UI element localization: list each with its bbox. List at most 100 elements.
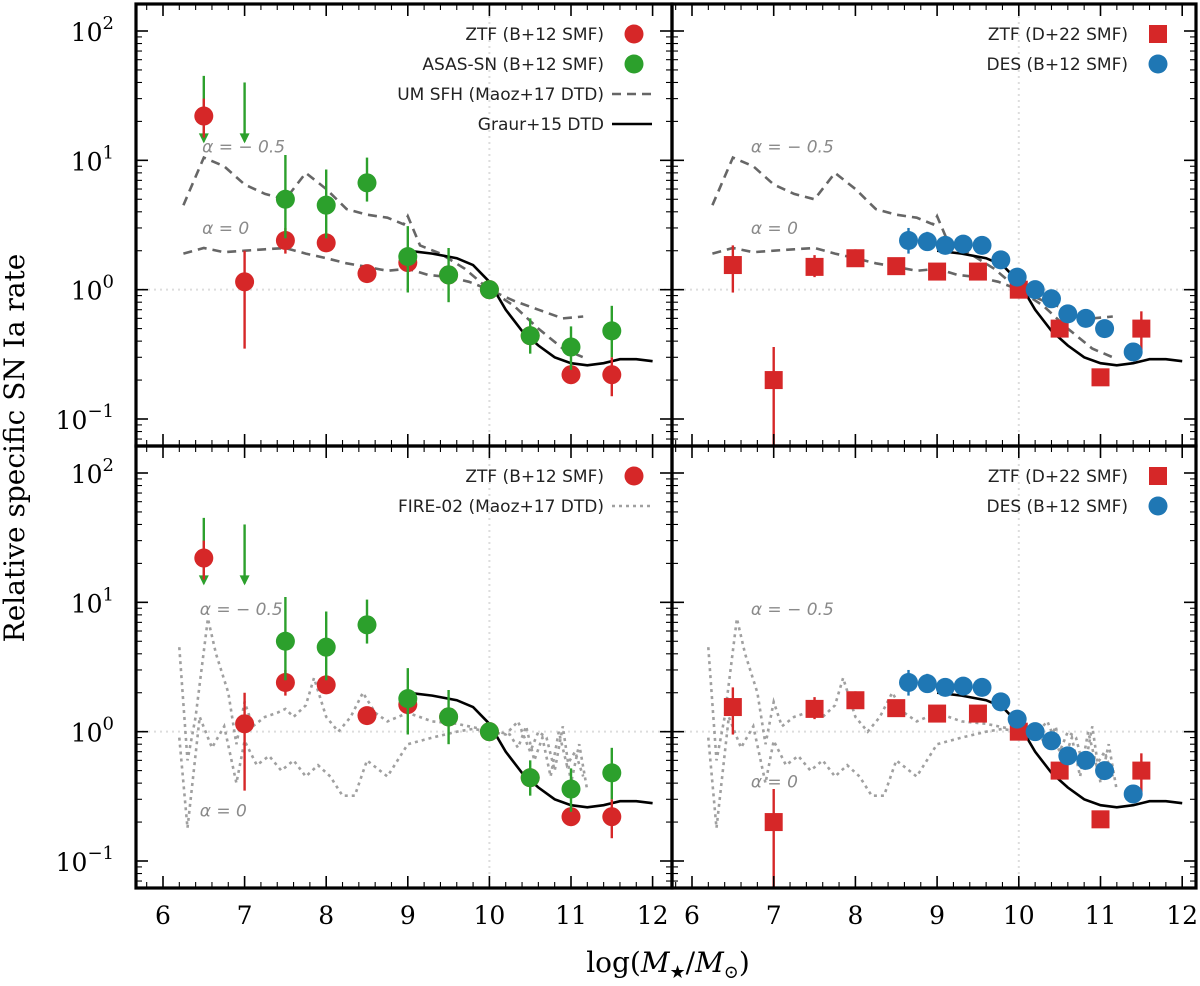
ztf-b12-point (357, 706, 377, 726)
ztf-b12-point (357, 264, 377, 284)
x-tick-label: 6 (155, 901, 171, 930)
legend-label: Graur+15 DTD (478, 115, 604, 135)
ztf-b12-point (235, 714, 255, 734)
asassn-b12-point (316, 195, 336, 215)
ztf-d22-point (887, 699, 906, 718)
ztf-b12-point (561, 365, 581, 385)
x-tick-label: 7 (237, 901, 253, 930)
asassn-upper-limit-arrow (198, 133, 209, 144)
des-b12-point (1007, 709, 1027, 729)
um-sfh-curve-alpha-m05 (711, 155, 1113, 320)
asassn-b12-point (479, 722, 499, 742)
x-tick-label: 11 (1085, 901, 1117, 930)
y-axis-label: Relative specific SN Ia rate (0, 254, 31, 643)
ztf-d22-point (1050, 319, 1069, 338)
asassn-upper-limit-arrow (239, 133, 250, 144)
panel-top-left: α = − 0.5 α = 0 ZTF (B+12 SMF) ASAS-SN (B+1… (134, 2, 674, 448)
fire02-curve-alpha-m05 (707, 618, 1115, 777)
alpha-annotation: α = − 0.5 (751, 137, 834, 157)
x-tick-label: 11 (555, 901, 587, 930)
y-tick-label: 102 (71, 455, 114, 489)
ztf-b12-point (194, 548, 214, 568)
um-sfh-curve-alpha-0 (712, 246, 1114, 359)
ztf-b12-point (194, 106, 214, 126)
des-b12-point (1095, 319, 1115, 339)
asassn-upper-limit-arrow (198, 575, 209, 586)
des-b12-point (899, 230, 919, 250)
x-tick-label: 8 (318, 901, 334, 930)
ztf-b12-point (316, 675, 336, 695)
legend-label: DES (B+12 SMF) (987, 497, 1128, 517)
panel-bottom-left: α = − 0.5 α = 0 ZTF (B+12 SMF) FIRE-02 (Mao… (134, 444, 674, 890)
asassn-b12-point (316, 637, 336, 657)
x-tick-label: 8 (847, 901, 863, 930)
asassn-b12-point (398, 689, 418, 709)
asassn-b12-point (520, 326, 540, 346)
des-b12-point (1058, 304, 1078, 324)
ztf-d22-point (928, 262, 947, 281)
ztf-d22-point (764, 371, 783, 390)
legend-marker (624, 54, 644, 74)
asassn-b12-point (357, 615, 377, 635)
y-tick-label: 100 (71, 272, 114, 306)
asassn-b12-point (439, 265, 459, 285)
panel-bottom-right: α = − 0.5 α = 0 ZTF (D+22 SMF) DES (B+12 SM… (670, 444, 1198, 890)
ztf-d22-point (764, 813, 783, 832)
ztf-b12-point (275, 672, 295, 692)
asassn-b12-point (439, 707, 459, 727)
asassn-b12-point (602, 321, 622, 341)
y-tick-labels: 102 101 100 10−1 102 101 100 10−1 (56, 13, 114, 877)
x-tick-label: 9 (400, 901, 416, 930)
ztf-d22-point (1132, 319, 1151, 338)
des-b12-point (972, 677, 992, 697)
ztf-b12-point (316, 233, 336, 253)
des-b12-point (1025, 722, 1045, 742)
ztf-d22-point (805, 699, 824, 718)
ztf-d22-point (805, 257, 824, 276)
panel-content: α = − 0.5 α = 0 (136, 4, 672, 446)
asassn-upper-limit-arrow (239, 575, 250, 586)
des-b12-point (917, 232, 937, 252)
panel-content: α = − 0.5 α = 0 (136, 446, 672, 888)
x-tick-label: 12 (1166, 901, 1198, 930)
y-tick-label: 101 (71, 142, 114, 176)
x-axis-label: log(M★/M⊙) (586, 946, 750, 983)
um-sfh-curve-alpha-m05 (182, 155, 584, 320)
des-b12-point (1095, 761, 1115, 781)
des-b12-point (935, 677, 955, 697)
ztf-b12-point (561, 807, 581, 827)
des-b12-point (1076, 750, 1096, 770)
y-tick-label: 100 (71, 714, 114, 748)
legend-marker (624, 24, 644, 44)
alpha-annotation: α = 0 (751, 219, 798, 239)
um-sfh-curve-alpha-0 (183, 246, 584, 359)
legend-marker (624, 466, 644, 486)
des-b12-point (1123, 342, 1143, 362)
des-b12-point (1041, 731, 1061, 751)
asassn-b12-point (357, 173, 377, 193)
ztf-d22-point (1050, 761, 1069, 780)
des-b12-point (917, 674, 937, 694)
panels: α = − 0.5 α = 0 ZTF (B+12 SMF) ASAS-SN (B+1… (134, 2, 1198, 890)
x-tick-label: 7 (766, 901, 782, 930)
legend-label: ZTF (B+12 SMF) (465, 25, 604, 45)
ztf-d22-point (1132, 761, 1151, 780)
ztf-b12-point (235, 272, 255, 292)
ztf-d22-point (928, 704, 947, 723)
ztf-d22-point (968, 704, 987, 723)
des-b12-point (1007, 267, 1027, 287)
x-tick-label: 12 (637, 901, 669, 930)
panel-top-right: α = − 0.5 α = 0 ZTF (D+22 SMF) DES (B+12 SM… (670, 2, 1198, 448)
des-b12-point (953, 234, 973, 254)
ztf-b12-point (602, 807, 622, 827)
ztf-d22-point (968, 262, 987, 281)
panel-content: α = − 0.5 α = 0 (672, 4, 1196, 446)
y-tick-label: 101 (71, 584, 114, 618)
alpha-annotation: α = 0 (202, 219, 249, 239)
ztf-d22-point (1091, 810, 1110, 829)
des-b12-point (953, 676, 973, 696)
des-b12-point (991, 250, 1011, 270)
ztf-d22-point (1091, 368, 1110, 387)
legend-marker (1149, 25, 1167, 43)
